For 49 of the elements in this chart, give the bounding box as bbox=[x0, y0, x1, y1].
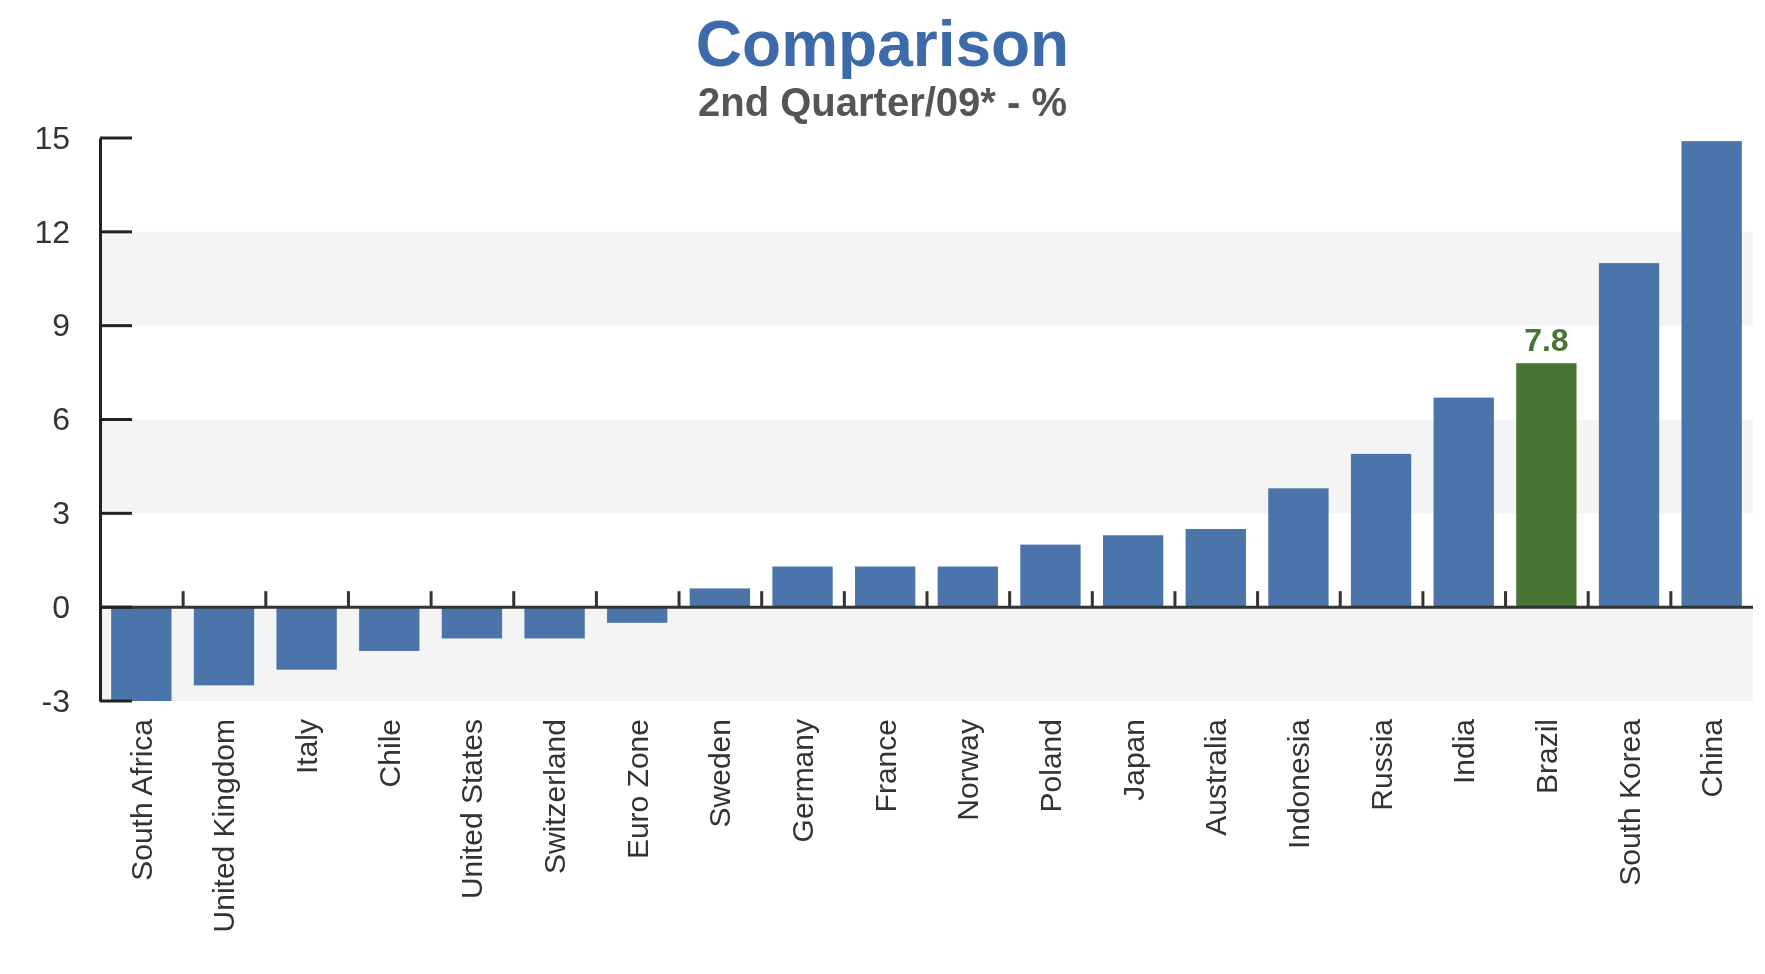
y-tick-label: 6 bbox=[52, 401, 70, 438]
data-label: 7.8 bbox=[1524, 322, 1569, 359]
x-tick-label: Norway bbox=[951, 719, 985, 821]
x-tick-label: Australia bbox=[1199, 718, 1233, 836]
bar bbox=[111, 607, 172, 701]
bar bbox=[359, 607, 420, 651]
x-tick-label: India bbox=[1447, 718, 1481, 785]
bar bbox=[1681, 141, 1742, 608]
x-tick-label: United States bbox=[455, 719, 489, 900]
bar bbox=[855, 566, 916, 608]
bar bbox=[441, 607, 503, 639]
x-tick-label: Italy bbox=[290, 719, 324, 775]
bar bbox=[276, 607, 337, 670]
chart-title: Comparison bbox=[695, 8, 1070, 80]
y-tick-label: 12 bbox=[34, 213, 70, 250]
x-tick-label: Switzerland bbox=[538, 719, 572, 875]
y-tick-label: 15 bbox=[34, 119, 70, 156]
bar bbox=[1516, 363, 1577, 608]
x-tick-label: Poland bbox=[1033, 719, 1067, 813]
x-tick-label: Japan bbox=[1116, 719, 1150, 801]
x-tick-label: United Kingdom bbox=[207, 719, 241, 933]
y-tick-label: 9 bbox=[52, 307, 70, 344]
x-tick-label: Chile bbox=[372, 719, 406, 788]
bar bbox=[689, 588, 751, 608]
x-tick-label: Brazil bbox=[1529, 719, 1563, 795]
x-tick-label: France bbox=[868, 719, 902, 813]
x-tick-label: Euro Zone bbox=[620, 719, 654, 860]
bar bbox=[193, 607, 255, 686]
bar bbox=[937, 566, 998, 608]
bar bbox=[1433, 397, 1494, 608]
x-tick-label: South Korea bbox=[1612, 718, 1646, 886]
y-tick-label: 3 bbox=[52, 495, 70, 532]
bar bbox=[772, 566, 833, 608]
x-tick-label: Sweden bbox=[703, 719, 737, 828]
y-tick-label: 0 bbox=[52, 588, 70, 625]
x-tick-label: China bbox=[1695, 718, 1729, 798]
x-tick-label: Germany bbox=[786, 719, 820, 843]
bar bbox=[1020, 544, 1081, 608]
bar bbox=[1185, 528, 1246, 608]
x-tick-label: South Africa bbox=[124, 718, 158, 881]
chart-subtitle: 2nd Quarter/09* - % bbox=[697, 80, 1068, 124]
bar bbox=[524, 607, 585, 639]
bar bbox=[1268, 488, 1329, 608]
y-tick-label: -3 bbox=[41, 682, 70, 719]
x-tick-label: Russia bbox=[1364, 718, 1398, 811]
bar bbox=[1102, 535, 1164, 608]
bar bbox=[1598, 263, 1660, 608]
bar bbox=[1350, 453, 1412, 608]
x-tick-label: Indonesia bbox=[1281, 718, 1315, 850]
